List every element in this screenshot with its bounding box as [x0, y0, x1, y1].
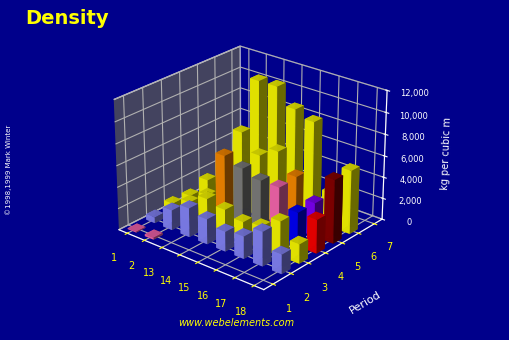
Text: www.webelements.com: www.webelements.com: [178, 318, 294, 328]
Y-axis label: Period: Period: [347, 289, 382, 316]
Text: Density: Density: [25, 9, 109, 28]
Text: ©1998,1999 Mark Winter: ©1998,1999 Mark Winter: [5, 125, 12, 215]
